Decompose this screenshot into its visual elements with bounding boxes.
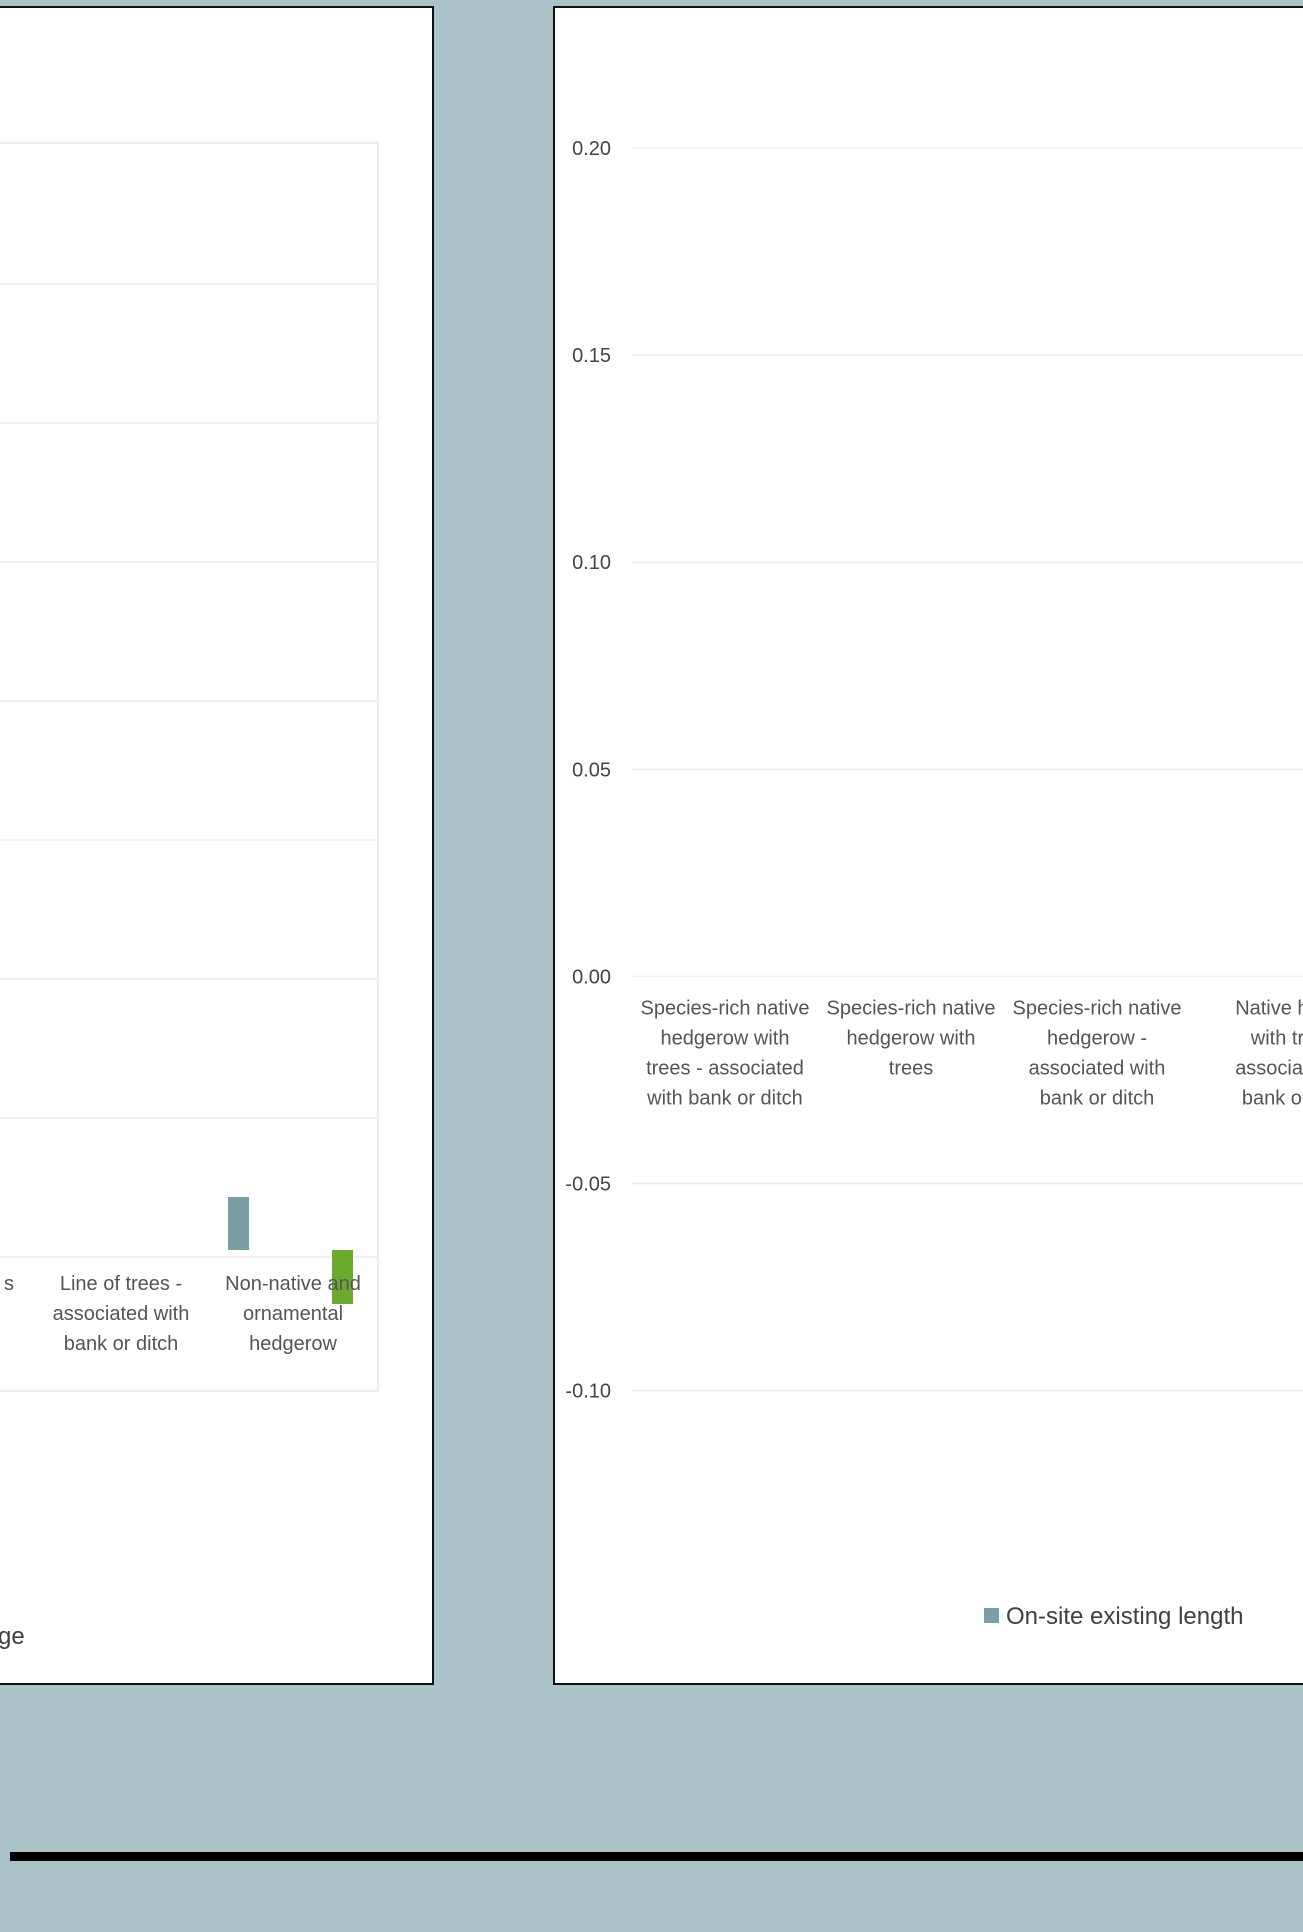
bottom-divider [10,1852,1303,1861]
y-tick-label: -0.10 [565,1381,611,1403]
y-tick-label: 0.10 [572,552,611,574]
x-category-label: Species-rich native hedgerow with trees - … [641,997,810,1109]
left-bar-series-b [332,1250,353,1304]
left-category-label: Line of trees -associated with bank or di… [53,1273,190,1355]
y-tick-label: 0.00 [572,966,611,988]
left-bar-series-a [228,1197,249,1250]
left-chart-panel: s Line of trees -associated with bank or … [0,6,434,1685]
left-plot-area [0,142,379,1392]
right-chart-panel: 0.20 0.15 0.10 0.05 0.00 -0.05 -0.10 Species-r… [553,6,1303,1685]
legend: On-site existing length [984,1603,1243,1630]
right-chart: 0.20 0.15 0.10 0.05 0.00 -0.05 -0.10 Species-r… [565,138,1303,1630]
left-chart: s Line of trees -associated with bank or … [0,142,379,1650]
left-legend-fragment: ge [0,1623,25,1650]
y-axis-tick-labels: 0.20 0.15 0.10 0.05 0.00 -0.05 -0.10 [565,138,611,1403]
x-category-label: Species-rich native hedgerow -associated … [1013,997,1182,1109]
left-gridlines [0,283,378,1258]
x-category-label: Species-rich native hedgerow with trees [827,997,996,1079]
legend-label: On-site existing length [1006,1603,1243,1630]
left-partial-category: s [4,1273,14,1295]
y-tick-label: -0.05 [565,1174,611,1196]
y-tick-label: 0.05 [572,759,611,781]
legend-swatch [984,1608,999,1623]
right-gridlines [632,147,1303,1392]
y-tick-label: 0.15 [572,345,611,367]
x-axis-category-labels: Species-rich native hedgerow with trees - … [641,997,1303,1109]
x-category-label: Native hedwith treassociatedbank or c [1235,997,1303,1109]
left-category-labels: Line of trees -associated with bank or di… [53,1273,361,1355]
y-tick-label: 0.20 [572,138,611,160]
left-category-label: Non-native and ornamental hedgerow [225,1273,361,1355]
